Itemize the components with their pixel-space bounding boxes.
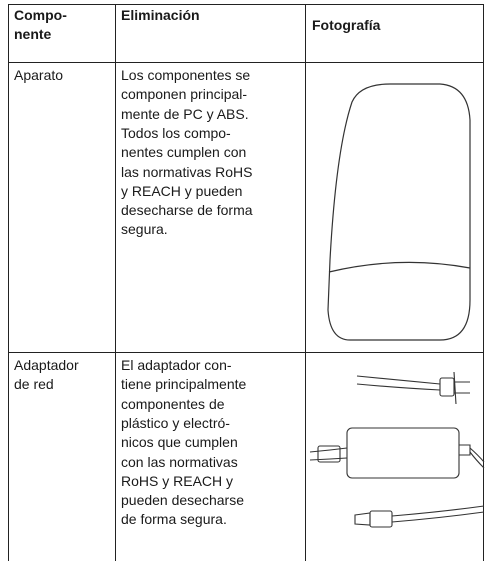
cell-text: Los componentes se xyxy=(121,67,251,83)
cell-text: componentes de xyxy=(121,395,225,412)
adapter-illustration xyxy=(309,371,485,528)
cell-text: plástico y electró- xyxy=(121,414,230,431)
cell-text: y REACH y pueden xyxy=(121,182,243,199)
cell-text: las normativas RoHS xyxy=(121,163,253,180)
cell-text: nentes cumplen con xyxy=(121,144,247,161)
table-borders xyxy=(8,4,484,561)
header-text: Eliminación xyxy=(121,7,200,23)
cell-text: Todos los compo- xyxy=(121,124,231,141)
cell-text: Aparato xyxy=(14,67,64,83)
cell-text: desecharse de forma xyxy=(121,202,253,219)
device-illustration xyxy=(327,83,471,341)
cell-text: de forma segura. xyxy=(121,511,227,528)
cell-text: tiene principalmente xyxy=(121,376,247,393)
cell-text: nicos que cumplen xyxy=(121,434,238,451)
cell-text: con las normativas xyxy=(121,453,238,470)
cell-text: componen principal- xyxy=(121,86,248,103)
cell-text: El adaptador con- xyxy=(121,357,232,373)
cell-text: mente de PC y ABS. xyxy=(121,105,249,122)
header-text: nente xyxy=(14,26,52,43)
header-text: Fotografía xyxy=(312,17,381,33)
cell-text: RoHS y REACH y xyxy=(121,472,234,489)
cell-text: pueden desecharse xyxy=(121,492,244,509)
cell-text: de red xyxy=(14,376,54,393)
cell-text: segura. xyxy=(121,221,168,238)
header-text: Compo- xyxy=(14,7,67,23)
cell-text: Adaptador xyxy=(14,357,79,373)
